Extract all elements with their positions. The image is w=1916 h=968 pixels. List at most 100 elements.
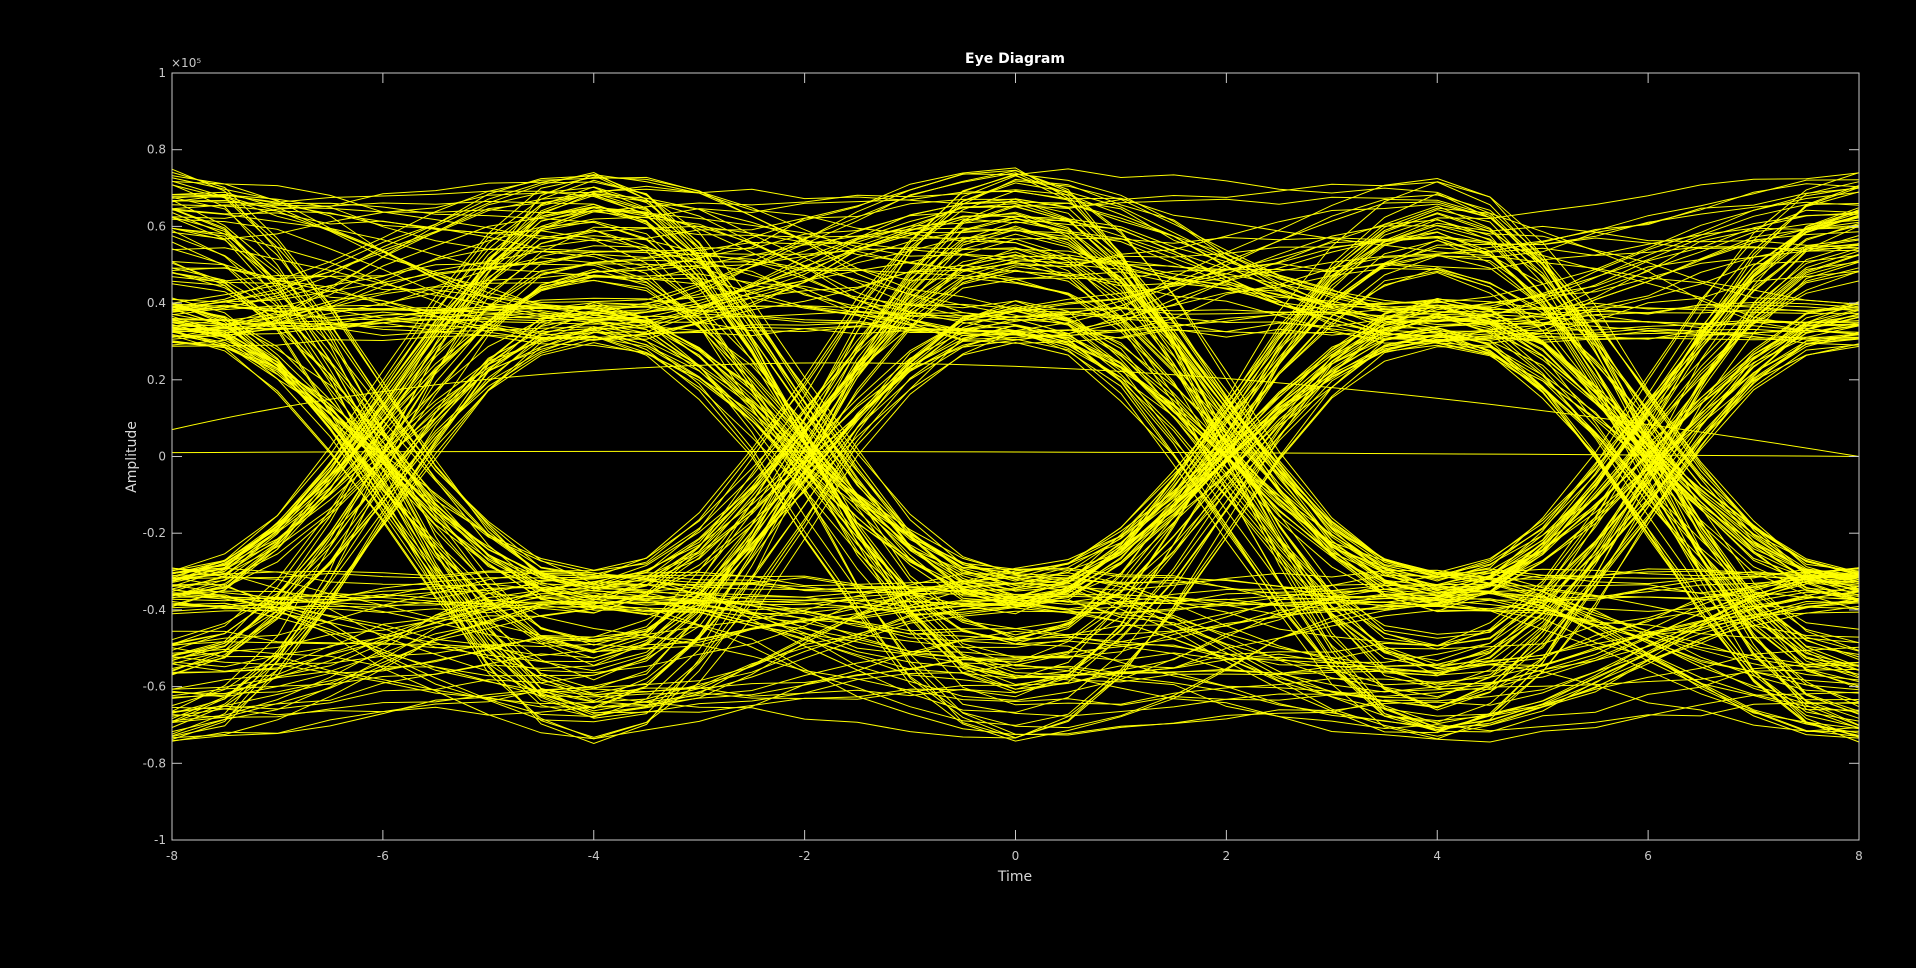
signal-trace (171, 313, 1860, 675)
y-axis-label: Amplitude (124, 421, 140, 493)
signal-trace (171, 362, 1860, 457)
signal-trace (171, 200, 1860, 597)
signal-trace (171, 578, 1860, 658)
signal-trace (171, 241, 1860, 743)
signal-trace (171, 176, 1860, 668)
x-tick-label: 6 (1644, 849, 1652, 863)
signal-trace (171, 233, 1860, 705)
y-tick-label: -1 (154, 833, 166, 847)
x-tick-label: 8 (1855, 849, 1863, 863)
signal-trace (171, 182, 1860, 743)
signal-trace (171, 314, 1860, 665)
signal-trace (171, 314, 1860, 694)
y-axis-ticks: -1 -0.8 -0.6 -0.4 -0.2 0 0.2 0.4 0.6 0.8 1 (143, 66, 1859, 847)
signal-trace (171, 211, 1860, 686)
signal-trace (171, 271, 1860, 736)
signal-trace (171, 304, 1860, 720)
signal-trace (171, 244, 1860, 651)
signal-trace (171, 238, 1860, 599)
signal-trace (171, 193, 1860, 680)
signal-trace (171, 215, 1860, 341)
signal-trace (171, 191, 1860, 717)
signal-trace (171, 178, 1860, 657)
signal-trace (171, 302, 1860, 669)
signal-trace (171, 313, 1860, 709)
signal-trace (171, 193, 1860, 303)
signal-trace (171, 270, 1860, 737)
signal-trace (171, 215, 1860, 716)
signal-trace (171, 307, 1860, 659)
signal-trace (171, 303, 1860, 701)
signal-trace (171, 187, 1860, 649)
signal-trace (171, 193, 1860, 728)
signal-trace (171, 450, 1860, 457)
x-tick-label: -8 (166, 849, 178, 863)
signal-trace (171, 172, 1860, 732)
signal-traces (171, 167, 1860, 745)
signal-trace (171, 313, 1860, 638)
signal-trace (171, 227, 1860, 338)
signal-trace (171, 171, 1860, 706)
signal-trace (171, 225, 1860, 708)
signal-trace (171, 247, 1860, 575)
signal-trace (171, 223, 1860, 646)
signal-trace (171, 325, 1860, 728)
signal-trace (171, 263, 1860, 676)
signal-trace (171, 174, 1859, 690)
signal-trace (171, 167, 1860, 732)
signal-trace (171, 190, 1860, 712)
signal-trace (171, 177, 1860, 691)
signal-trace (171, 226, 1860, 734)
signal-trace (171, 213, 1860, 709)
signal-trace (171, 212, 1860, 718)
signal-trace (171, 201, 1860, 651)
y-tick-label: -0.6 (143, 680, 166, 694)
signal-trace (171, 334, 1860, 729)
signal-trace (171, 297, 1860, 706)
x-tick-label: 4 (1433, 849, 1441, 863)
signal-trace (171, 183, 1860, 639)
signal-trace (171, 239, 1860, 690)
x-axis-label: Time (997, 869, 1032, 885)
signal-trace (171, 220, 1860, 699)
y-tick-label: 0.2 (147, 373, 166, 387)
signal-trace (171, 329, 1860, 742)
y-tick-label: 0 (158, 450, 166, 464)
signal-trace (171, 175, 1860, 739)
y-tick-label: 1 (158, 66, 166, 80)
signal-trace (171, 198, 1860, 732)
signal-trace (171, 209, 1860, 580)
signal-trace (171, 181, 1860, 715)
signal-trace (171, 251, 1860, 729)
signal-trace (171, 306, 1860, 697)
signal-trace (171, 186, 1860, 610)
signal-trace (171, 215, 1860, 604)
signal-trace (171, 199, 1860, 733)
signal-trace (171, 247, 1860, 732)
signal-trace (171, 176, 1860, 600)
signal-trace (171, 267, 1860, 655)
y-axis-exponent-label: ×10⁵ (171, 56, 201, 70)
x-tick-label: -4 (588, 849, 600, 863)
y-tick-label: -0.8 (143, 756, 166, 770)
signal-trace (171, 239, 1860, 586)
signal-trace (171, 210, 1860, 657)
signal-trace (171, 243, 1860, 578)
signal-trace (171, 221, 1860, 659)
signal-trace (171, 173, 1860, 608)
signal-trace (171, 236, 1860, 339)
signal-trace (171, 304, 1860, 713)
chart-title: Eye Diagram (965, 51, 1065, 67)
signal-trace (171, 181, 1860, 640)
signal-trace (171, 209, 1860, 676)
signal-trace (171, 279, 1860, 722)
y-tick-label: 0.6 (147, 219, 166, 233)
signal-trace (171, 203, 1860, 683)
signal-trace (171, 203, 1860, 677)
x-tick-label: -2 (799, 849, 811, 863)
signal-trace (171, 209, 1860, 582)
signal-trace (171, 270, 1860, 695)
signal-trace (171, 253, 1860, 677)
